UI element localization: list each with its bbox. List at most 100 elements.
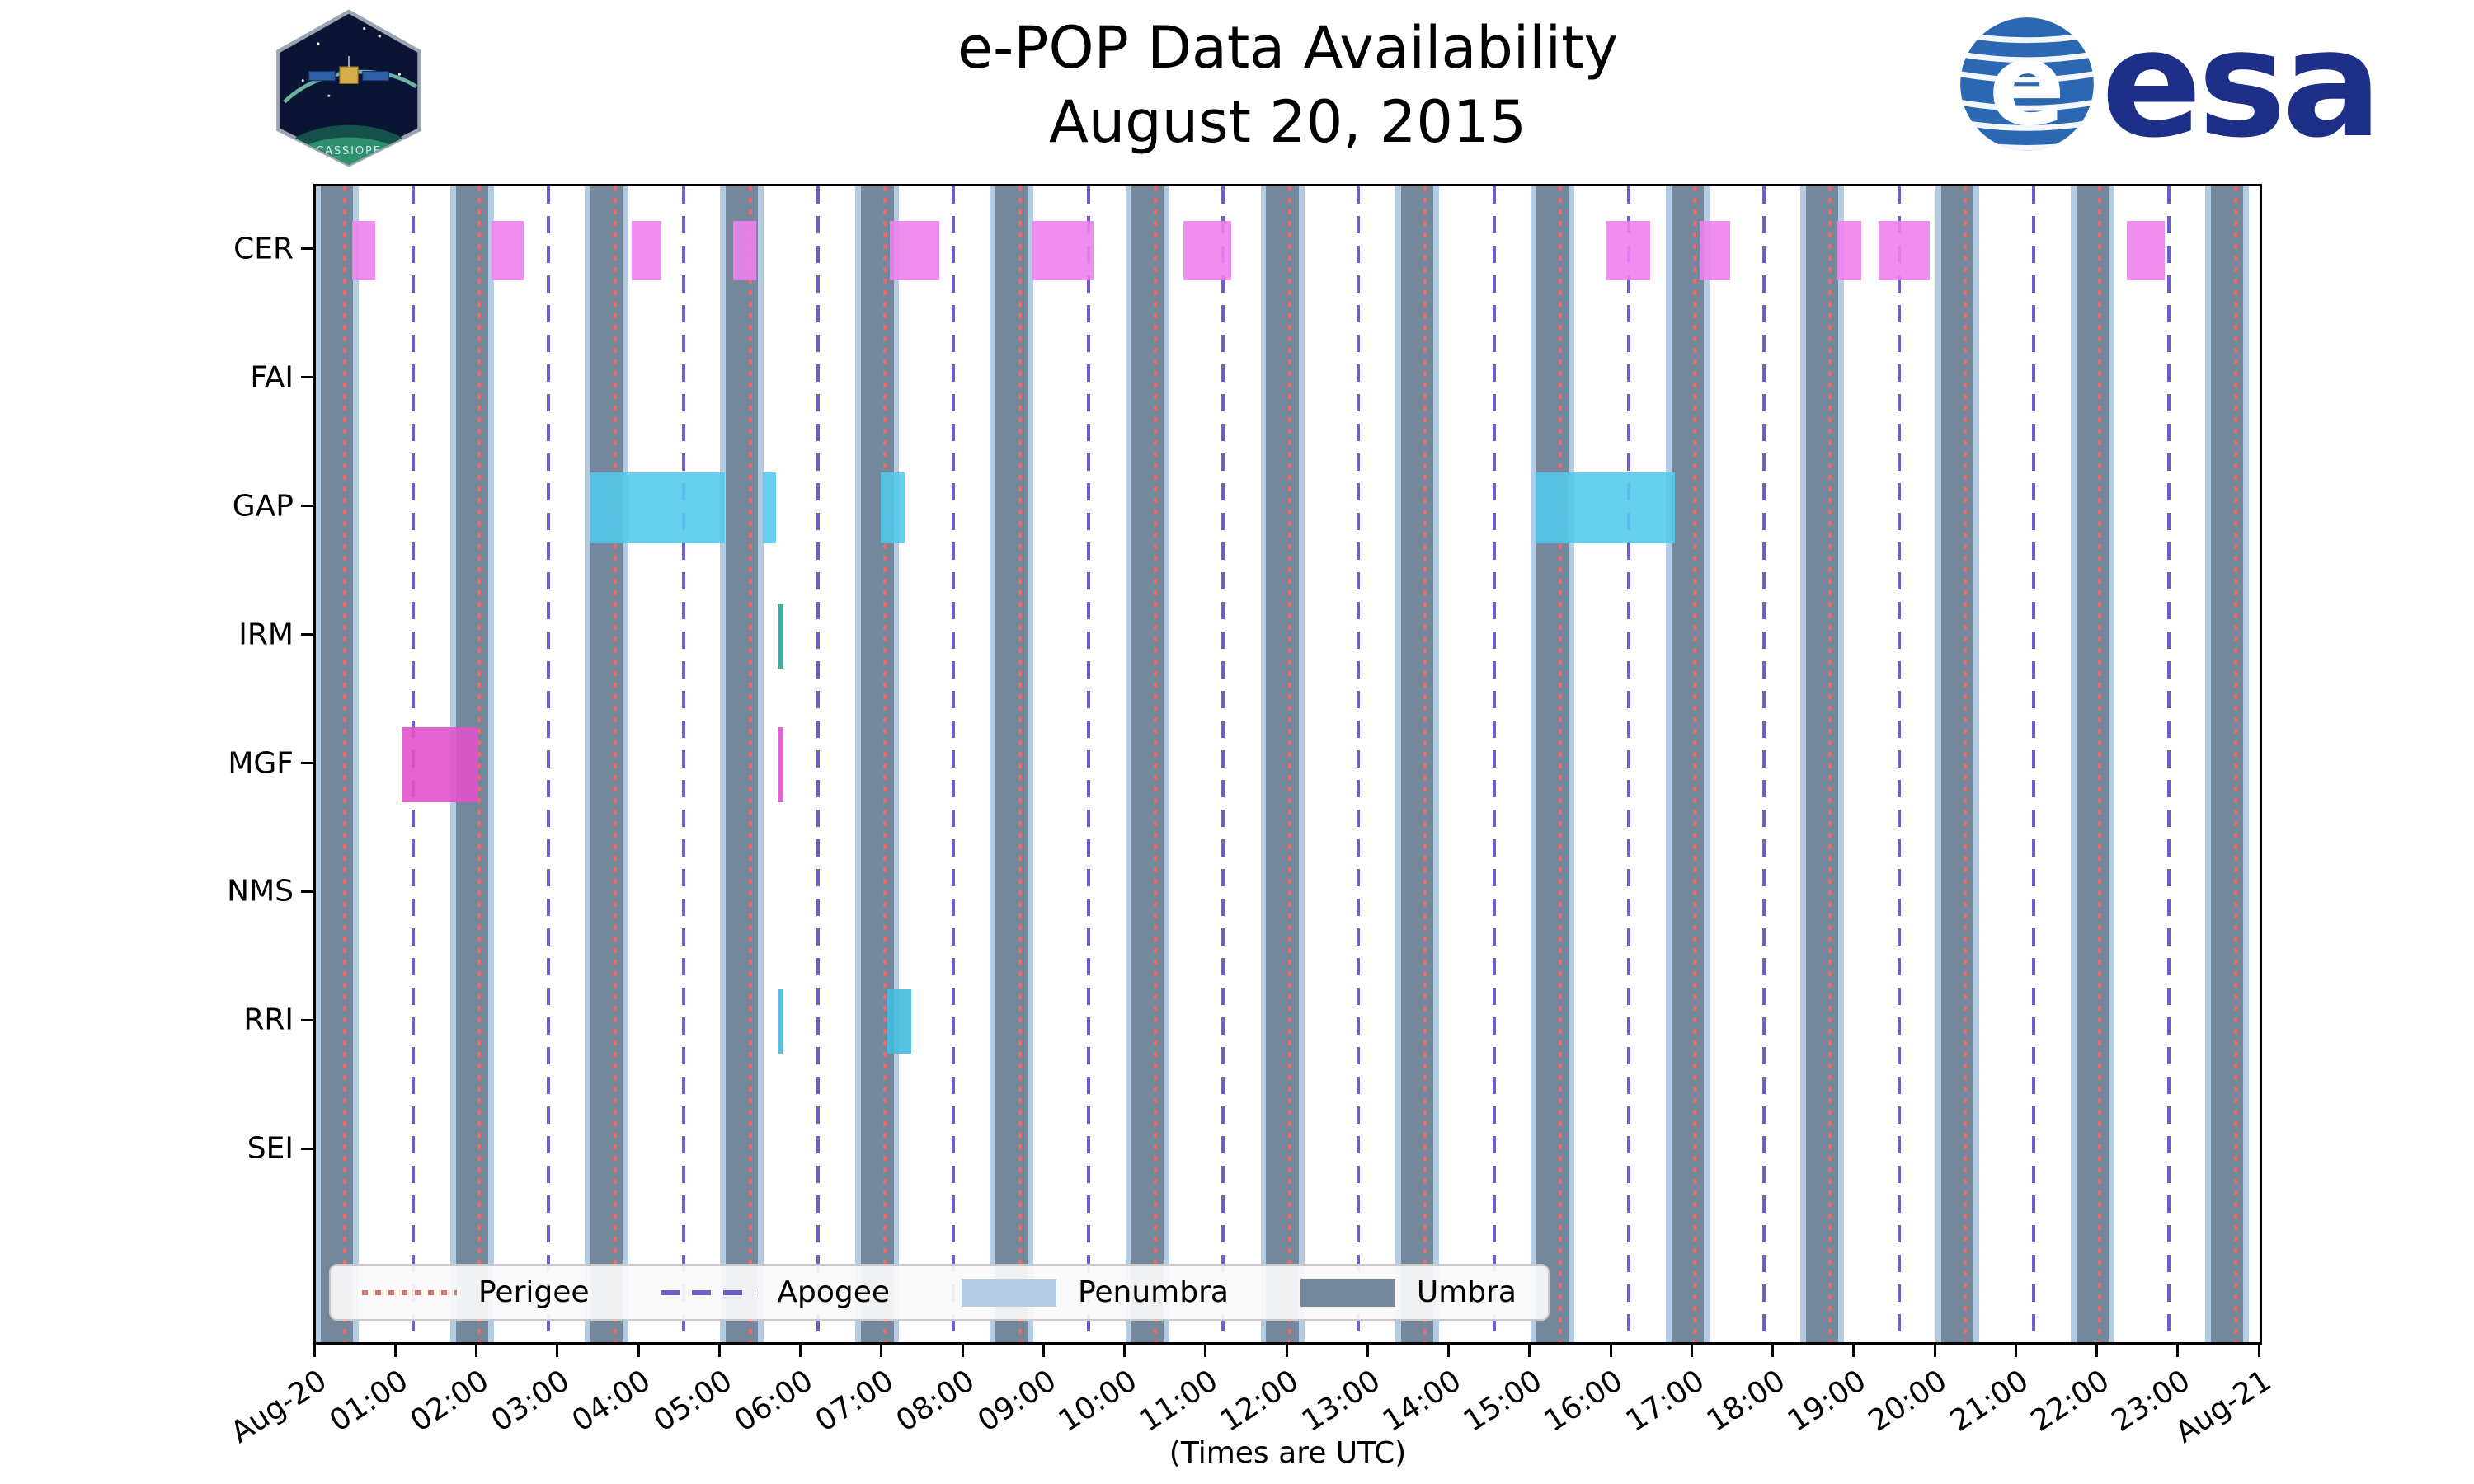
- x-tick: [1852, 1345, 1856, 1357]
- x-tick: [2176, 1345, 2180, 1357]
- umbra-band: [2076, 186, 2109, 1342]
- esa-wordmark: esa: [2101, 0, 2382, 171]
- perigee-line: [1287, 186, 1291, 1342]
- y-tick: [301, 890, 313, 893]
- umbra-band: [1131, 186, 1164, 1342]
- x-tick-label: 19:00: [1781, 1364, 1873, 1439]
- umbra-band: [1400, 186, 1433, 1342]
- chart-title-line1: e-POP Data Availability: [957, 14, 1619, 82]
- availability-bar-cer: [732, 221, 757, 280]
- esa-emblem-icon: e: [1960, 17, 2094, 151]
- x-tick-label: 22:00: [2025, 1364, 2115, 1439]
- x-tick-label: 14:00: [1376, 1364, 1467, 1439]
- availability-bar-cer: [1032, 221, 1094, 280]
- x-tick-label: 06:00: [728, 1364, 819, 1439]
- apogee-line: [1626, 186, 1630, 1342]
- legend-label: Umbra: [1416, 1275, 1517, 1309]
- x-tick-label: 12:00: [1214, 1364, 1305, 1439]
- y-tick-label-gap: GAP: [232, 489, 294, 524]
- perigee-line: [2233, 186, 2237, 1342]
- apogee-line: [952, 186, 956, 1342]
- x-tick: [393, 1345, 397, 1357]
- x-tick: [637, 1345, 640, 1357]
- x-tick: [475, 1345, 477, 1357]
- availability-bar-gap: [1535, 472, 1675, 543]
- availability-bar-gap: [880, 472, 905, 543]
- y-tick: [301, 247, 313, 251]
- perigee-line: [1964, 186, 1968, 1342]
- availability-bar-mgf: [402, 727, 479, 802]
- availability-bar-rri: [887, 989, 912, 1054]
- x-tick: [2257, 1345, 2260, 1357]
- x-tick: [1528, 1345, 1531, 1357]
- apogee-line: [682, 186, 686, 1342]
- x-axis-caption: (Times are UTC): [1169, 1436, 1407, 1470]
- umbra-band: [590, 186, 623, 1342]
- cassiope-mission-patch: CASSIOPE: [276, 9, 421, 167]
- legend-item-umbra: Umbra: [1300, 1275, 1517, 1309]
- x-tick-label: 16:00: [1538, 1364, 1630, 1439]
- cassiope-label: CASSIOPE: [316, 145, 382, 157]
- umbra-band: [995, 186, 1028, 1342]
- x-tick: [1204, 1345, 1207, 1357]
- x-tick-label: 18:00: [1700, 1364, 1791, 1439]
- apogee-line: [2031, 186, 2035, 1342]
- legend-label: Apogee: [777, 1275, 891, 1309]
- y-tick-label-nms: NMS: [227, 874, 294, 909]
- perigee-line: [2098, 186, 2102, 1342]
- availability-bar-gap: [763, 472, 777, 543]
- legend-item-penumbra: Penumbra: [961, 1275, 1229, 1309]
- availability-bar-cer: [1700, 221, 1731, 280]
- legend-swatch-apogee: [661, 1289, 756, 1295]
- x-tick-label: 13:00: [1296, 1364, 1386, 1439]
- legend-swatch-penumbra: [961, 1278, 1056, 1307]
- umbra-band: [1940, 186, 1974, 1342]
- x-tick-label: 21:00: [1944, 1364, 2034, 1439]
- x-tick-label: 04:00: [566, 1364, 657, 1439]
- perigee-line: [1693, 186, 1697, 1342]
- x-tick-label: 05:00: [647, 1364, 738, 1439]
- availability-bar-rri: [778, 989, 783, 1054]
- y-tick: [301, 762, 313, 764]
- x-tick: [961, 1345, 964, 1357]
- umbra-band: [861, 186, 894, 1342]
- availability-bar-cer: [632, 221, 661, 280]
- x-tick-label: 09:00: [971, 1364, 1062, 1439]
- apogee-line: [1221, 186, 1225, 1342]
- umbra-band: [1805, 186, 1839, 1342]
- x-tick: [880, 1345, 883, 1357]
- apogee-line: [1087, 186, 1091, 1342]
- x-tick: [313, 1345, 316, 1357]
- chart-title: e-POP Data Availability August 20, 2015: [313, 12, 2262, 159]
- apogee-line: [2166, 186, 2171, 1342]
- legend-swatch-perigee: [362, 1289, 457, 1295]
- x-tick-label: 11:00: [1133, 1364, 1225, 1439]
- umbra-band: [726, 186, 759, 1342]
- satellite-icon: [308, 55, 389, 84]
- x-tick-label: 20:00: [1862, 1364, 1954, 1439]
- umbra-band: [320, 186, 354, 1342]
- perigee-line: [748, 186, 752, 1342]
- x-tick: [1285, 1345, 1288, 1357]
- perigee-line: [1559, 186, 1563, 1342]
- umbra-band: [1671, 186, 1705, 1342]
- y-tick-label-rri: RRI: [243, 1003, 294, 1037]
- esa-logo: e esa: [1956, 0, 2382, 171]
- apogee-line: [1492, 186, 1496, 1342]
- x-tick-label: 07:00: [809, 1364, 901, 1439]
- x-tick-label: 15:00: [1457, 1364, 1549, 1439]
- availability-bar-cer: [1183, 221, 1232, 280]
- y-tick: [301, 376, 313, 379]
- x-tick: [1690, 1345, 1693, 1357]
- apogee-line: [1761, 186, 1766, 1342]
- legend-item-apogee: Apogee: [661, 1275, 890, 1309]
- svg-text:e: e: [1988, 19, 2065, 151]
- y-tick-label-irm: IRM: [238, 618, 294, 652]
- apogee-line: [1897, 186, 1901, 1342]
- chart-title-line2: August 20, 2015: [1049, 87, 1526, 156]
- availability-bar-cer: [352, 221, 375, 280]
- y-tick-label-fai: FAI: [250, 360, 294, 395]
- x-tick: [1366, 1345, 1369, 1357]
- y-tick-label-mgf: MGF: [228, 746, 294, 780]
- availability-bar-cer: [2126, 221, 2166, 280]
